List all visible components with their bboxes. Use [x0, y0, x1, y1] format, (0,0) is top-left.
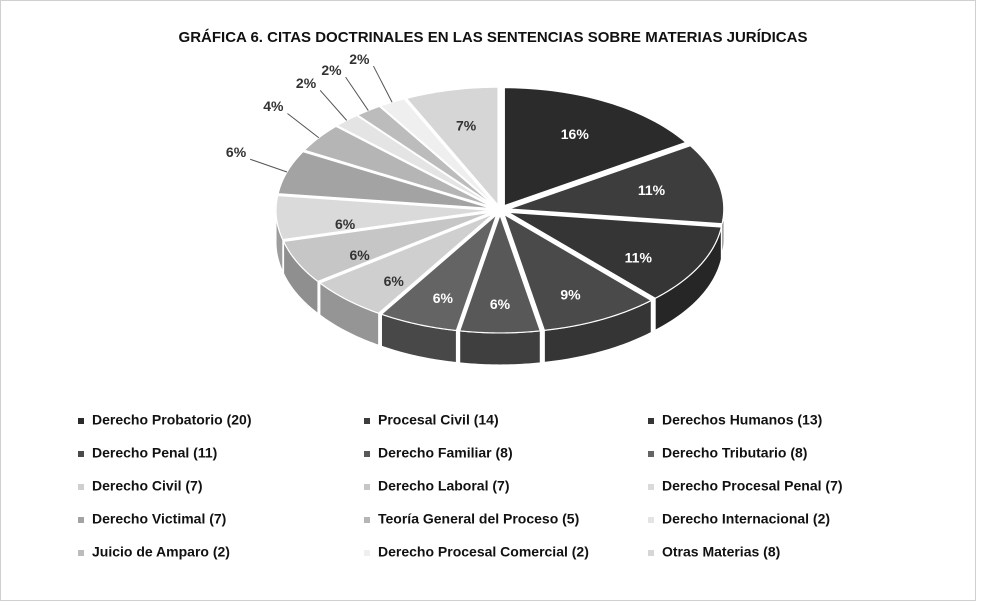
slice: [502, 213, 653, 331]
legend-swatch: [364, 550, 370, 556]
data-label: 6%: [384, 273, 405, 289]
slice: [405, 86, 499, 207]
legend-label: Teoría General del Proceso (5): [378, 511, 579, 527]
legend-swatch: [364, 418, 370, 424]
data-label: 9%: [560, 287, 581, 303]
legend-label: Derecho Civil (7): [92, 478, 202, 494]
legend-swatch: [78, 550, 84, 556]
legend-swatch: [648, 451, 654, 457]
data-label: 11%: [625, 249, 653, 265]
legend-swatch: [364, 484, 370, 490]
legend-label: Derechos Humanos (13): [662, 412, 822, 428]
data-label: 6%: [349, 247, 370, 263]
slice: [458, 213, 542, 334]
legend-swatch: [648, 484, 654, 490]
data-label: 2%: [349, 51, 370, 67]
slice-side: [459, 330, 541, 366]
legend-label: Juicio de Amparo (2): [92, 544, 230, 560]
slice: [503, 87, 688, 207]
slice: [380, 212, 498, 332]
data-label: 11%: [638, 182, 666, 198]
leader-line: [249, 158, 288, 173]
data-label: 6%: [490, 296, 511, 312]
legend-swatch: [648, 418, 654, 424]
data-label: 6%: [433, 290, 454, 306]
data-label: 6%: [226, 144, 247, 160]
slice: [318, 213, 495, 314]
legend-swatch: [364, 517, 370, 523]
legend-label: Derecho Laboral (7): [378, 478, 509, 494]
leader-line: [345, 76, 369, 111]
legend-swatch: [78, 451, 84, 457]
slice: [282, 211, 493, 283]
legend-swatch: [648, 517, 654, 523]
leader-line: [372, 65, 393, 103]
legend-label: Derecho Victimal (7): [92, 511, 226, 527]
legend-label: Derecho Probatorio (20): [92, 412, 251, 428]
legend-label: Derecho Penal (11): [92, 445, 217, 461]
legend-swatch: [364, 451, 370, 457]
legend-swatch: [78, 517, 84, 523]
data-label: 2%: [296, 75, 317, 91]
data-label: 16%: [561, 126, 590, 142]
legend-label: Derecho Procesal Comercial (2): [378, 544, 589, 560]
legend-label: Derecho Procesal Penal (7): [662, 478, 843, 494]
legend-label: Derecho Familiar (8): [378, 445, 513, 461]
leader-line: [287, 113, 320, 139]
legend-swatch: [648, 550, 654, 556]
data-label: 4%: [263, 98, 284, 114]
legend-swatch: [78, 418, 84, 424]
slice: [507, 211, 723, 299]
chart-title: GRÁFICA 6. CITAS DOCTRINALES EN LAS SENT…: [179, 29, 808, 46]
data-label: 6%: [335, 216, 356, 232]
legend-swatch: [78, 484, 84, 490]
data-label: 7%: [456, 118, 477, 134]
leader-line: [319, 89, 348, 121]
slice: [508, 145, 725, 225]
legend-label: Procesal Civil (14): [378, 412, 499, 428]
legend-label: Derecho Internacional (2): [662, 511, 830, 527]
data-label: 2%: [321, 62, 342, 78]
slice: [356, 105, 496, 207]
legend-label: Derecho Tributario (8): [662, 445, 807, 461]
legend-label: Otras Materias (8): [662, 544, 780, 560]
slice: [275, 194, 492, 241]
